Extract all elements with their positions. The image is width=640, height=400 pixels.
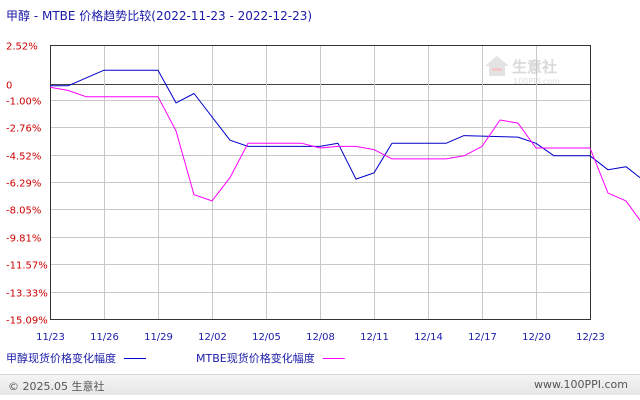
- series-lines: [49, 69, 640, 222]
- x-tick-label: 11/29: [144, 332, 173, 343]
- y-tick-label: -4.52%: [6, 152, 41, 163]
- y-tick-label: -11.57%: [6, 261, 48, 272]
- y-tick-label: -6.29%: [6, 179, 41, 190]
- footer-site-link[interactable]: www.100PPI.com: [534, 378, 628, 391]
- footer-copyright: © 2025.05 生意社: [8, 380, 105, 393]
- watermark-cn: 生意社: [512, 58, 557, 76]
- plot-frame: [50, 45, 591, 320]
- watermark-house-stripe: [492, 68, 502, 71]
- chart-title: 甲醇 - MTBE 价格趋势比较(2022-11-23 - 2022-12-23…: [6, 9, 313, 23]
- watermark-logo: 生意社 100PPI.com: [485, 56, 560, 86]
- y-tick-label: -1.00%: [6, 97, 41, 108]
- x-tick-label: 11/23: [36, 332, 65, 343]
- y-tick-label: -2.76%: [6, 124, 41, 135]
- axes: [50, 45, 591, 320]
- y-tick-label: 0: [6, 81, 12, 92]
- x-tick-label: 12/14: [414, 332, 443, 343]
- series-line-2: [49, 86, 640, 222]
- y-tick-label: -9.81%: [6, 234, 41, 245]
- series-line-1: [50, 69, 640, 180]
- y-tick-label: -8.05%: [6, 206, 41, 217]
- line-chart: 生意社 100PPI.com 2.52% 0 -1.00% -2.76% -4.52% -…: [6, 42, 640, 365]
- x-tick-label: 12/02: [198, 332, 227, 343]
- x-tick-label: 11/26: [90, 332, 119, 343]
- y-tick-label: -15.09%: [6, 316, 48, 327]
- x-tick-label: 12/08: [306, 332, 335, 343]
- footer-bar: [0, 374, 640, 395]
- x-tick-label: 12/05: [252, 332, 281, 343]
- grid-lines: [50, 45, 590, 320]
- y-tick-label: -13.33%: [6, 289, 48, 300]
- legend-label-2: MTBE现货价格变化幅度: [196, 351, 315, 365]
- watermark-house-icon: [485, 56, 509, 76]
- legend: 甲醇现货价格变化幅度 MTBE现货价格变化幅度: [6, 351, 345, 365]
- x-tick-label: 12/23: [576, 332, 605, 343]
- legend-label-1: 甲醇现货价格变化幅度: [6, 351, 116, 365]
- x-tick-labels: 11/23 11/26 11/29 12/02 12/05 12/08 12/11 12/14…: [36, 332, 605, 343]
- x-tick-label: 12/17: [468, 332, 497, 343]
- x-tick-label: 12/20: [522, 332, 551, 343]
- y-tick-labels: 2.52% 0 -1.00% -2.76% -4.52% -6.29% -8.05% -9.8…: [6, 42, 48, 327]
- x-tick-label: 12/11: [360, 332, 389, 343]
- y-tick-label: 2.52%: [6, 42, 38, 53]
